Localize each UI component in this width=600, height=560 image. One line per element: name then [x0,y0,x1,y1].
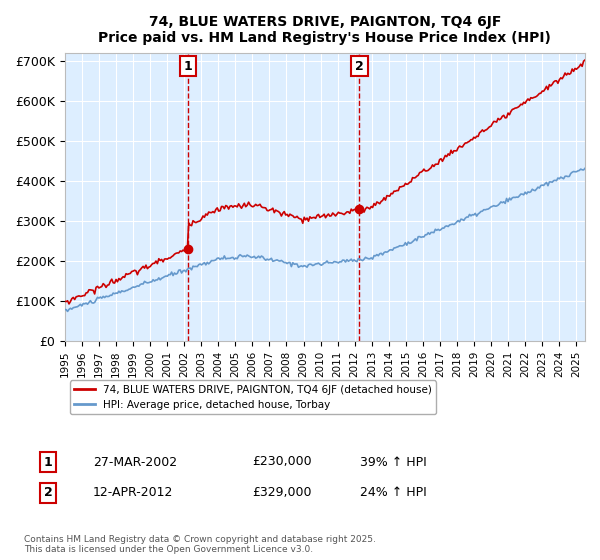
Legend: 74, BLUE WATERS DRIVE, PAIGNTON, TQ4 6JF (detached house), HPI: Average price, d: 74, BLUE WATERS DRIVE, PAIGNTON, TQ4 6JF… [70,380,436,414]
Text: 2: 2 [355,60,364,73]
Text: 1: 1 [184,60,193,73]
Title: 74, BLUE WATERS DRIVE, PAIGNTON, TQ4 6JF
Price paid vs. HM Land Registry's House: 74, BLUE WATERS DRIVE, PAIGNTON, TQ4 6JF… [98,15,551,45]
Text: 39% ↑ HPI: 39% ↑ HPI [360,455,427,469]
Text: £329,000: £329,000 [252,486,311,500]
Text: 27-MAR-2002: 27-MAR-2002 [93,455,177,469]
Text: £230,000: £230,000 [252,455,311,469]
Text: 24% ↑ HPI: 24% ↑ HPI [360,486,427,500]
Text: 12-APR-2012: 12-APR-2012 [93,486,173,500]
Text: Contains HM Land Registry data © Crown copyright and database right 2025.
This d: Contains HM Land Registry data © Crown c… [24,535,376,554]
Text: 1: 1 [44,455,52,469]
Text: 2: 2 [44,486,52,500]
